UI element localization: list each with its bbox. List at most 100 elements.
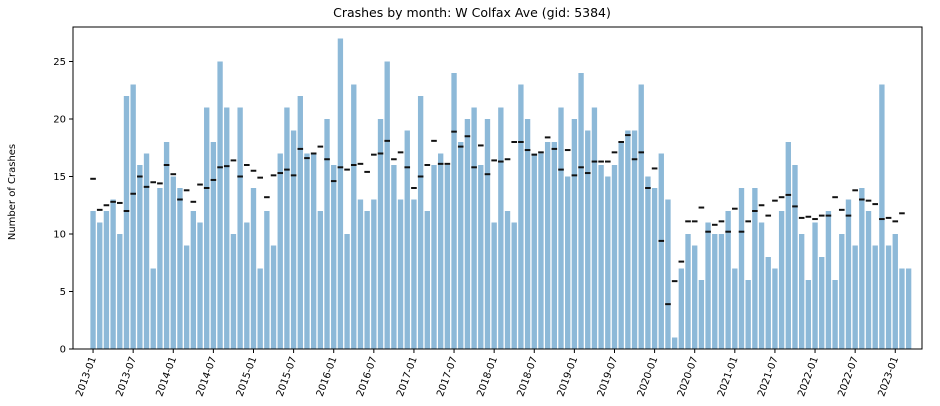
bar — [618, 142, 624, 349]
bar — [631, 130, 638, 349]
bar — [551, 142, 557, 349]
bar — [137, 165, 143, 349]
bar — [431, 165, 437, 349]
bar — [458, 142, 464, 349]
bar — [685, 234, 691, 349]
bars-layer — [90, 38, 912, 349]
bar — [692, 245, 698, 349]
bar — [825, 211, 832, 349]
x-tick-label: 2020-07 — [676, 355, 701, 398]
x-axis: 2013-01 2013-07 2014-01 2014-07 2015-01 2015-… — [74, 349, 901, 398]
bar — [605, 176, 611, 349]
x-tick-label: 2018-01 — [475, 355, 500, 398]
y-tick-label: 25 — [53, 57, 66, 68]
bar — [337, 38, 344, 349]
bar — [270, 245, 277, 349]
bar — [478, 165, 484, 349]
bar — [471, 107, 477, 349]
bar — [230, 234, 237, 349]
bar — [197, 222, 203, 349]
bar — [491, 222, 497, 349]
x-tick-label: 2022-01 — [796, 355, 821, 398]
bar — [224, 107, 230, 349]
bar — [892, 234, 898, 349]
x-tick-label: 2018-07 — [515, 355, 540, 398]
bar — [879, 84, 885, 349]
bar — [237, 107, 243, 349]
bar — [384, 61, 390, 349]
bar — [331, 165, 337, 349]
bar — [859, 188, 865, 349]
bar — [671, 337, 678, 349]
bar — [765, 257, 771, 349]
bar — [812, 222, 818, 349]
x-tick-label: 2017-01 — [395, 355, 420, 398]
bar — [204, 107, 210, 349]
bar — [484, 119, 491, 349]
x-tick-label: 2015-07 — [275, 355, 300, 398]
x-tick-label: 2021-07 — [756, 355, 781, 398]
bar — [117, 234, 123, 349]
bar — [785, 142, 791, 349]
bar — [391, 165, 397, 349]
bar — [170, 176, 176, 349]
bar — [210, 142, 217, 349]
bar — [250, 188, 257, 349]
bar — [357, 199, 364, 349]
bar — [217, 61, 223, 349]
bar — [778, 211, 785, 349]
bar — [712, 234, 718, 349]
y-tick-label: 5 — [60, 287, 66, 298]
bar — [351, 84, 357, 349]
bar — [438, 153, 444, 349]
bar — [518, 84, 524, 349]
bar — [150, 268, 156, 349]
bar — [411, 199, 417, 349]
bar — [538, 153, 544, 349]
x-tick-label: 2016-01 — [315, 355, 340, 398]
x-tick-label: 2015-01 — [235, 355, 260, 398]
bar — [651, 188, 658, 349]
bar — [658, 153, 664, 349]
x-tick-label: 2020-01 — [636, 355, 661, 398]
y-tick-label: 0 — [60, 345, 66, 356]
bar — [344, 234, 350, 349]
bar — [845, 199, 852, 349]
bar — [578, 73, 584, 349]
plot-frame — [72, 26, 923, 350]
bar — [143, 153, 150, 349]
bar — [163, 142, 170, 349]
bar — [645, 176, 651, 349]
bar — [805, 280, 812, 349]
bar — [90, 211, 96, 349]
bar — [97, 222, 103, 349]
bar — [565, 176, 571, 349]
bar — [371, 199, 377, 349]
bar — [725, 211, 731, 349]
bar — [839, 234, 845, 349]
bar — [404, 130, 410, 349]
x-tick-label: 2023-01 — [876, 355, 901, 398]
bar — [905, 268, 912, 349]
x-tick-label: 2014-01 — [154, 355, 179, 398]
bar — [123, 96, 130, 349]
bar — [524, 119, 531, 349]
markers-layer — [90, 130, 905, 306]
bar — [444, 165, 451, 349]
x-tick-label: 2013-07 — [114, 355, 139, 398]
bar — [852, 245, 858, 349]
bar — [678, 268, 685, 349]
bar — [504, 211, 511, 349]
bar — [264, 211, 270, 349]
bar — [397, 199, 404, 349]
bar — [899, 268, 905, 349]
bar — [865, 211, 872, 349]
bar — [531, 153, 537, 349]
y-tick-label: 15 — [53, 172, 66, 183]
bar — [732, 268, 738, 349]
bar — [611, 165, 618, 349]
bar — [598, 165, 604, 349]
bar — [324, 119, 330, 349]
x-tick-label: 2016-07 — [355, 355, 380, 398]
